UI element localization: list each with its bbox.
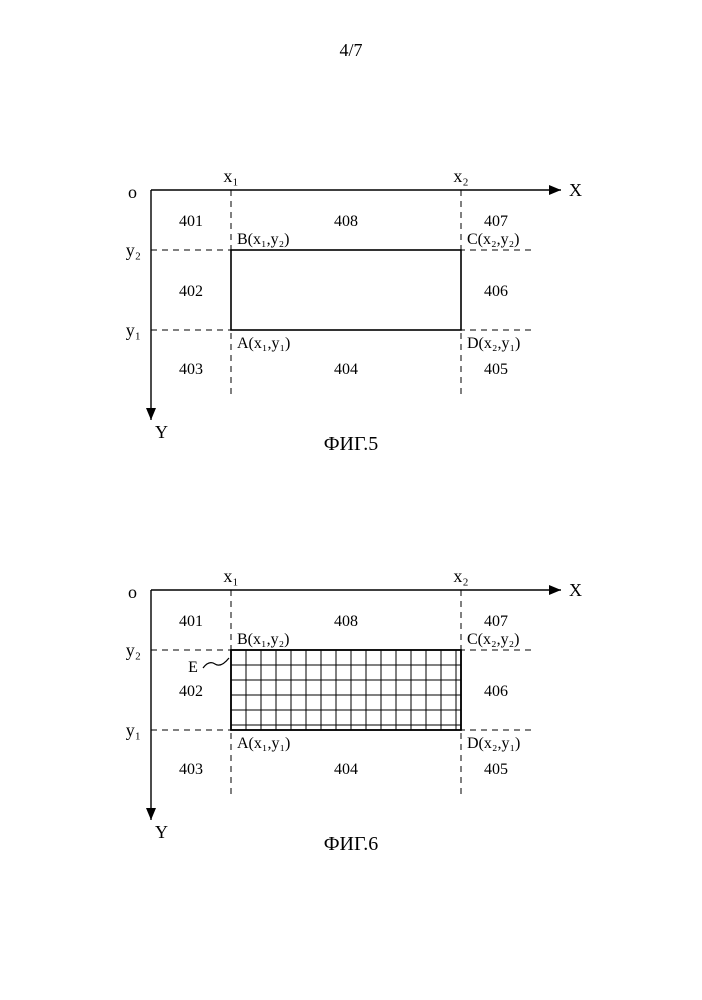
- svg-text:407: 407: [484, 213, 508, 230]
- svg-text:A(x₁,y₁): A(x₁,y₁): [237, 735, 290, 752]
- svg-text:y₁: y₁: [126, 720, 141, 740]
- svg-text:ФИГ.5: ФИГ.5: [324, 433, 379, 455]
- svg-text:D(x₂,y₁): D(x₂,y₁): [467, 735, 520, 752]
- svg-text:x₂: x₂: [453, 566, 468, 586]
- svg-text:Y: Y: [155, 422, 168, 442]
- page-number: 4/7: [0, 40, 702, 61]
- svg-text:406: 406: [484, 283, 508, 300]
- page: 4/7 o X Yx₁ x₂ y₂ y₁ B(x₁,y₂) C(x₂,y₂) A(x₁,y₁) D…: [0, 0, 702, 1000]
- svg-text:C(x₂,y₂): C(x₂,y₂): [467, 231, 519, 248]
- figure-5-container: o X Yx₁ x₂ y₂ y₁ B(x₁,y₂) C(x₂,y₂) A(x₁,y₁) D(x₂,…: [91, 160, 611, 465]
- svg-text:404: 404: [334, 361, 358, 378]
- svg-text:403: 403: [179, 761, 203, 778]
- svg-text:y₁: y₁: [126, 320, 141, 340]
- svg-text:D(x₂,y₁): D(x₂,y₁): [467, 335, 520, 352]
- svg-text:405: 405: [484, 361, 508, 378]
- svg-text:408: 408: [334, 613, 358, 630]
- svg-text:E: E: [188, 659, 198, 676]
- svg-text:405: 405: [484, 761, 508, 778]
- svg-text:Y: Y: [155, 822, 168, 842]
- svg-text:C(x₂,y₂): C(x₂,y₂): [467, 631, 519, 648]
- svg-text:401: 401: [179, 613, 203, 630]
- svg-text:x₂: x₂: [453, 166, 468, 186]
- svg-text:406: 406: [484, 683, 508, 700]
- svg-text:ФИГ.6: ФИГ.6: [324, 833, 379, 855]
- svg-text:o: o: [128, 582, 137, 602]
- svg-text:X: X: [569, 580, 582, 600]
- svg-text:A(x₁,y₁): A(x₁,y₁): [237, 335, 290, 352]
- svg-text:403: 403: [179, 361, 203, 378]
- svg-text:x₁: x₁: [223, 166, 238, 186]
- svg-text:y₂: y₂: [126, 240, 141, 260]
- svg-text:x₁: x₁: [223, 566, 238, 586]
- svg-text:401: 401: [179, 213, 203, 230]
- figure-svg: o X Yx₁ x₂ y₂ y₁ B(x₁,y₂) C(x₂,y₂) A(x₁,y₁) D(x₂,…: [91, 160, 611, 460]
- svg-text:407: 407: [484, 613, 508, 630]
- svg-text:408: 408: [334, 213, 358, 230]
- svg-text:X: X: [569, 180, 582, 200]
- svg-text:402: 402: [179, 283, 203, 300]
- svg-text:B(x₁,y₂): B(x₁,y₂): [237, 631, 289, 648]
- svg-text:B(x₁,y₂): B(x₁,y₂): [237, 231, 289, 248]
- svg-text:o: o: [128, 182, 137, 202]
- svg-text:404: 404: [334, 761, 358, 778]
- svg-text:402: 402: [179, 683, 203, 700]
- figure-svg: o X Yx₁ x₂ y₂ y₁ B(x₁,y₂) C(x₂,y₂) A(x₁,y₁) D(x₂,…: [91, 560, 611, 860]
- svg-text:y₂: y₂: [126, 640, 141, 660]
- figure-6-container: o X Yx₁ x₂ y₂ y₁ B(x₁,y₂) C(x₂,y₂) A(x₁,y₁) D(x₂,…: [91, 560, 611, 865]
